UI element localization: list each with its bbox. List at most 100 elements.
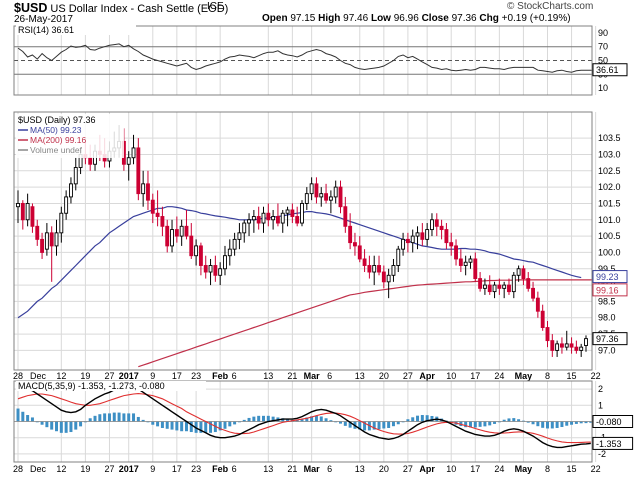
candle-body	[20, 202, 25, 221]
price-x-tick-label: 23	[191, 371, 201, 381]
macd-histogram-bar	[252, 416, 256, 422]
price-panel-frame	[13, 111, 593, 371]
macd-histogram-bar	[565, 421, 569, 426]
price-x-tick-label: 17	[172, 371, 182, 381]
candle-body	[545, 327, 550, 342]
price-y-tick-label: 101.5	[598, 198, 621, 208]
macd-histogram-bar	[55, 421, 59, 432]
price-x-tick-label: 6	[232, 371, 237, 381]
macd-histogram-bar	[136, 416, 140, 422]
macd-histogram-bar	[483, 421, 487, 427]
candle-body	[324, 193, 329, 201]
macd-x-tick-label: 6	[232, 464, 237, 474]
macd-histogram-bar	[550, 421, 554, 429]
candle-body	[290, 209, 295, 217]
price-y-tick-label: 101.0	[598, 215, 621, 225]
candle-body	[574, 346, 579, 351]
macd-histogram-bar	[531, 421, 535, 425]
macd-histogram-bar	[377, 421, 381, 430]
macd-last-value-tag: -1.353	[596, 439, 622, 449]
price-x-tick-label: 2017	[119, 371, 139, 381]
price-x-tick-label: 10	[446, 371, 456, 381]
macd-histogram-bar	[382, 421, 386, 429]
macd-histogram-bar	[146, 421, 150, 423]
candle-body	[338, 186, 343, 208]
macd-histogram-bar	[339, 421, 343, 424]
candle-body	[391, 265, 396, 276]
macd-histogram-bar	[286, 419, 290, 422]
macd-x-tick-label: 27	[403, 464, 413, 474]
price-x-tick-label: 27	[403, 371, 413, 381]
close-last-value-tag: 97.36	[596, 334, 619, 344]
macd-histogram-bar	[237, 421, 241, 423]
price-x-tick-label: Dec	[30, 371, 47, 381]
candle-body	[160, 216, 165, 227]
candle-body	[492, 284, 497, 293]
macd-histogram-bar	[199, 421, 203, 433]
macd-x-tick-label: 24	[494, 464, 504, 474]
macd-histogram-last-value-tag: -0.080	[596, 417, 622, 427]
macd-histogram-bar	[372, 421, 376, 430]
macd-histogram-bar	[396, 421, 400, 425]
macd-histogram-bar	[233, 421, 237, 425]
macd-histogram-bar	[329, 420, 333, 422]
candle-body	[208, 265, 213, 273]
price-x-tick-label: 13	[355, 371, 365, 381]
macd-histogram-bar	[319, 416, 323, 422]
macd-histogram-bar	[160, 421, 164, 428]
macd-x-tick-label: 19	[80, 464, 90, 474]
macd-histogram-bar	[228, 421, 232, 427]
macd-histogram-bar	[266, 415, 270, 422]
price-x-tick-label: 28	[13, 371, 23, 381]
macd-histogram-bar	[175, 421, 179, 431]
ohlc-summary: Open 97.15 High 97.46 Low 96.96 Close 97…	[262, 13, 571, 24]
candle-body	[473, 258, 478, 280]
macd-histogram-bar	[545, 421, 549, 429]
macd-y-tick-label: -2	[598, 449, 606, 459]
macd-histogram-bar	[517, 419, 521, 422]
macd-title: MACD(5,35,9) -1.353, -1.273, -0.080	[18, 381, 165, 391]
price-y-tick-label: 98.0	[598, 313, 616, 323]
macd-histogram-bar	[526, 421, 530, 423]
chg-value: +0.19 (+0.19%)	[501, 13, 571, 24]
macd-histogram-bar	[387, 421, 391, 428]
macd-histogram-bar	[93, 415, 97, 422]
macd-histogram-bar	[468, 421, 472, 428]
candle-body	[482, 284, 487, 289]
candle-body	[35, 225, 40, 240]
rsi-last-value-tag: 36.61	[596, 65, 619, 75]
price-x-tick-label: 6	[327, 371, 332, 381]
candle-body	[189, 235, 194, 257]
macd-histogram-bar	[50, 421, 54, 430]
candle-body	[497, 284, 502, 289]
macd-histogram-bar	[170, 421, 174, 430]
macd-histogram-bar	[425, 415, 429, 422]
macd-histogram-bar	[204, 421, 208, 433]
macd-histogram-bar	[16, 408, 20, 422]
rsi-title: RSI(14) 36.61	[18, 25, 74, 35]
candle-body	[381, 271, 386, 283]
macd-histogram-bar	[261, 415, 265, 422]
rsi-y-tick-label: 10	[598, 83, 608, 93]
ma50-last-value-tag-box	[592, 270, 628, 284]
macd-histogram-bar	[314, 415, 318, 422]
close-label: Close	[421, 13, 449, 24]
candle-body	[266, 212, 271, 221]
candle-body	[377, 265, 381, 273]
candle-body	[30, 206, 35, 227]
macd-histogram-bar	[281, 418, 285, 422]
price-x-tick-label: Apr	[419, 371, 435, 381]
price-x-tick-label: 20	[379, 371, 389, 381]
price-x-tick-label: 17	[470, 371, 480, 381]
macd-histogram-bar	[21, 411, 25, 422]
candle-body	[564, 343, 569, 348]
macd-histogram-bar	[411, 417, 415, 422]
candle-body	[131, 147, 136, 159]
macd-x-tick-label: 20	[379, 464, 389, 474]
candle-body	[348, 225, 353, 244]
macd-histogram-bar	[512, 418, 516, 422]
macd-histogram-bar	[132, 413, 136, 422]
ma50-line	[17, 206, 582, 319]
price-legend-entry: MA(50) 99.23	[30, 125, 82, 135]
candle-body	[146, 183, 150, 201]
